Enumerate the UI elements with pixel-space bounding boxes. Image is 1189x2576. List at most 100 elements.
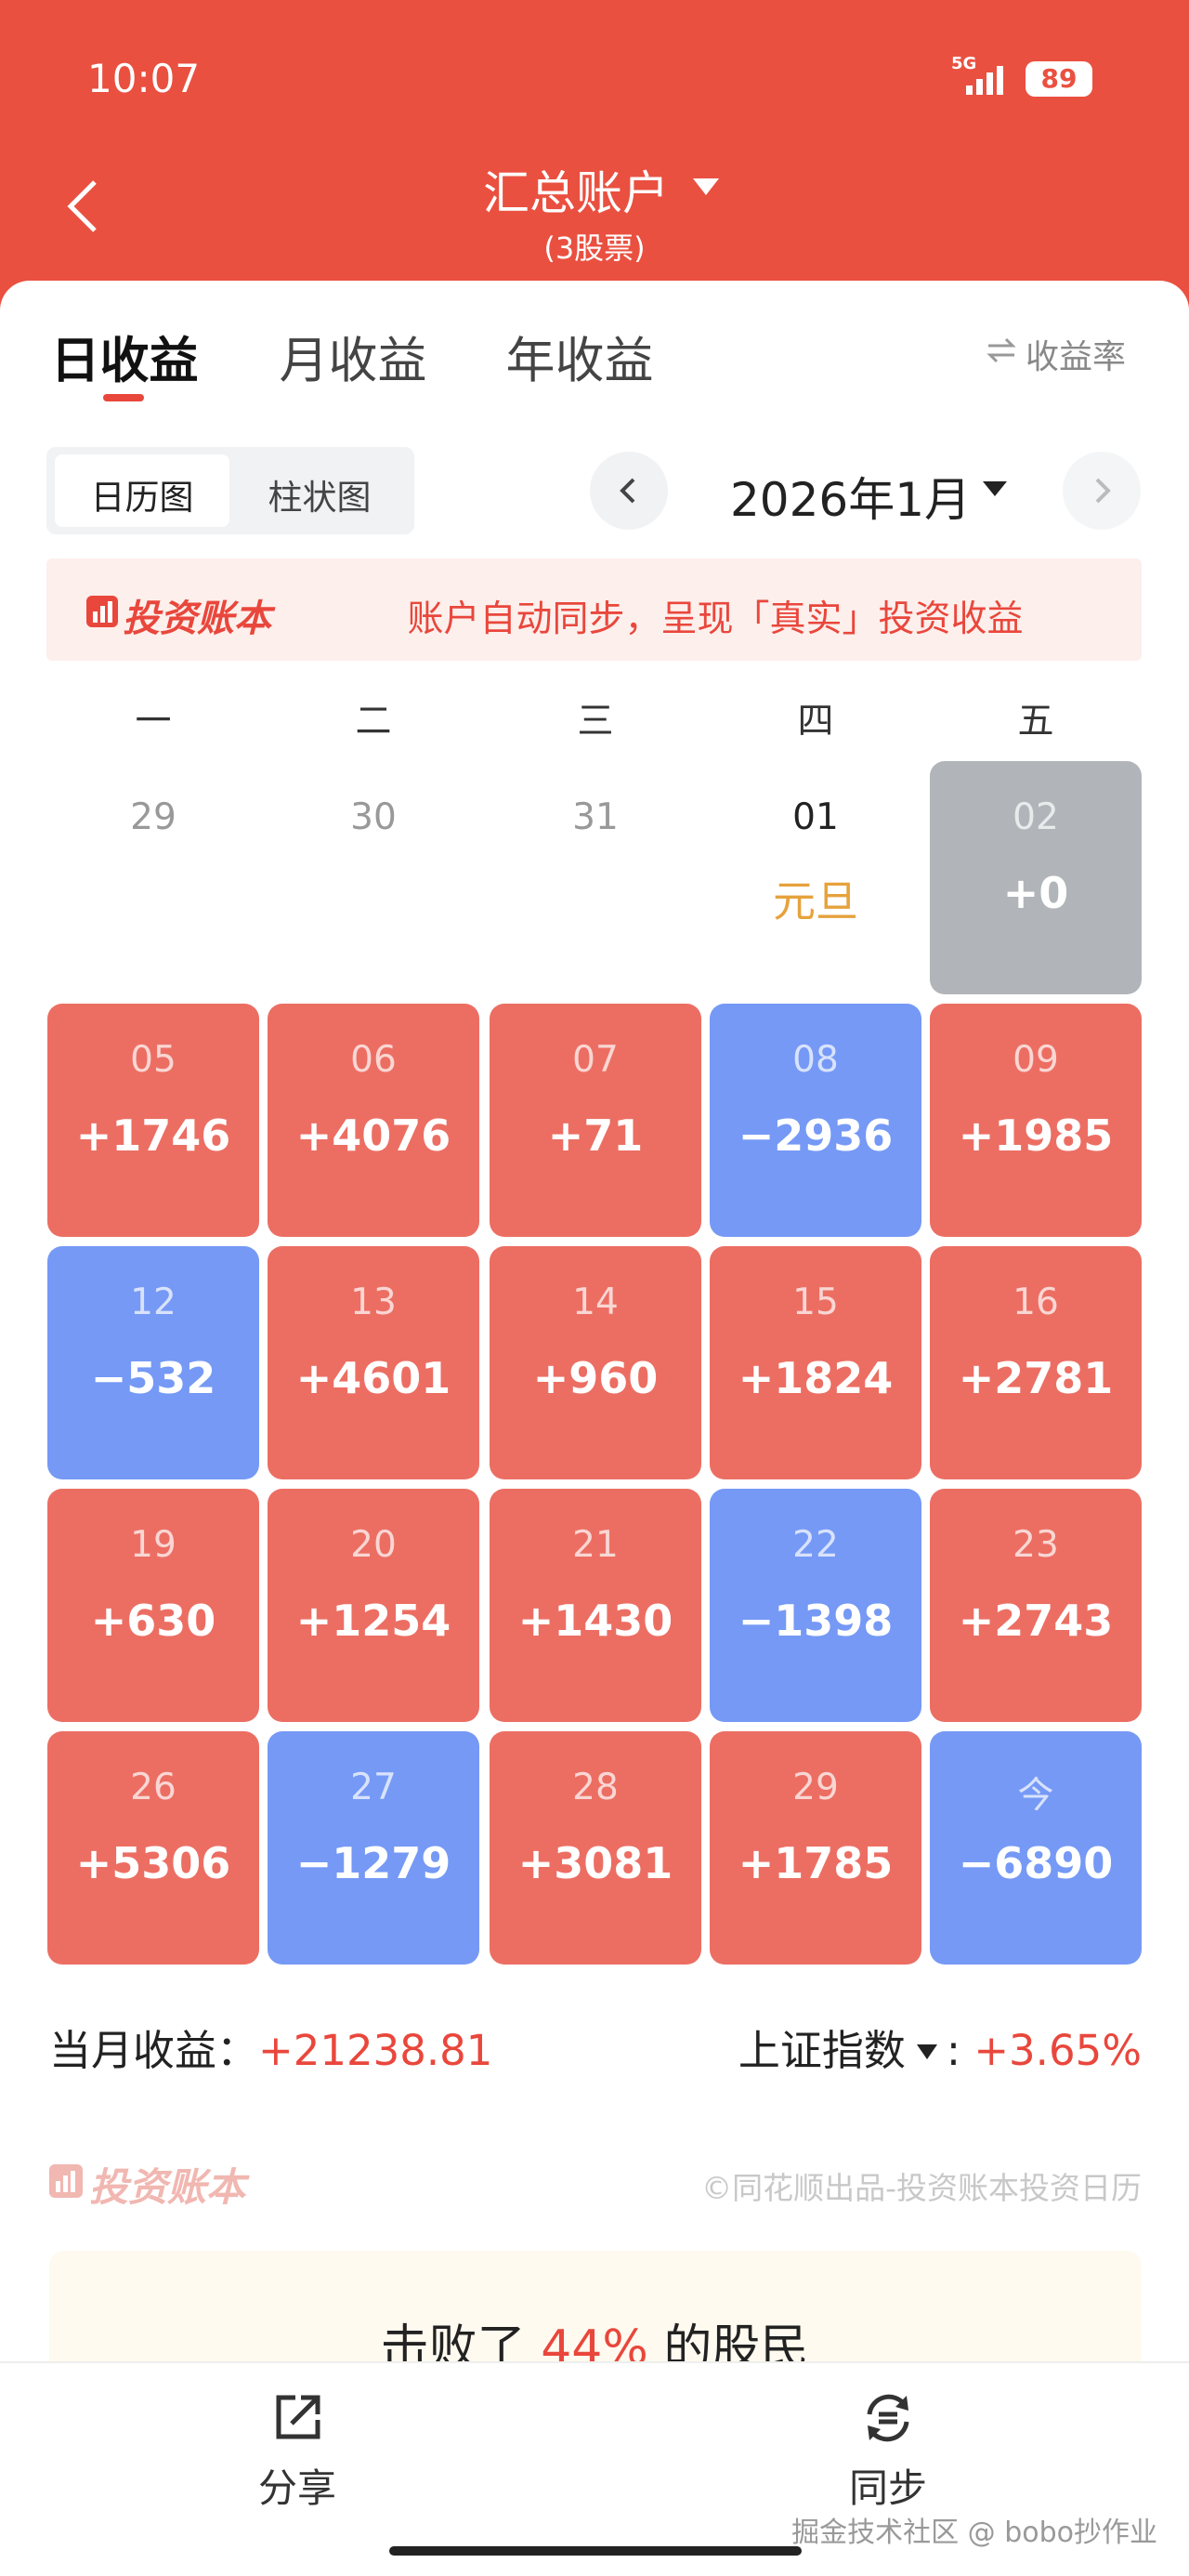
day-date: 12: [130, 1281, 176, 1323]
back-button[interactable]: [59, 177, 106, 236]
view-option[interactable]: 日历图: [90, 478, 194, 518]
summary-value: +21238.81: [258, 2026, 493, 2075]
swap-icon: [986, 337, 1016, 363]
month-dropdown: [983, 481, 1007, 496]
day-value: +1746: [75, 1111, 231, 1161]
day-cell[interactable]: 12 −532: [47, 1246, 259, 1479]
day-cell[interactable]: 19 +630: [47, 1489, 259, 1722]
day-cell[interactable]: 21 +1430: [490, 1489, 701, 1722]
day-date: 09: [1013, 1039, 1059, 1081]
day-date: 06: [350, 1039, 397, 1081]
home-indicator: [389, 2546, 802, 2556]
footer-credit: ©同花顺出品-投资账本投资日历: [701, 2170, 1142, 2206]
bottom-nav: [0, 2361, 1189, 2576]
day-cell[interactable]: 16 +2781: [930, 1246, 1142, 1479]
day-cell[interactable]: 20 +1254: [268, 1489, 479, 1722]
day-cell[interactable]: 28 +3081: [490, 1731, 701, 1965]
footer-brand-icon: [49, 2164, 83, 2198]
prev-month[interactable]: [589, 451, 669, 531]
day-cell[interactable]: 22 −1398: [710, 1489, 921, 1722]
network: 5G: [951, 54, 977, 73]
day-date: 01: [792, 796, 839, 838]
day-date: 27: [350, 1767, 397, 1808]
banner-brand: 投资账本: [123, 598, 271, 640]
view-option[interactable]: 柱状图: [268, 478, 372, 518]
next-month[interactable]: [1062, 451, 1142, 531]
day-date: 19: [130, 1524, 176, 1566]
day-date: 02: [1013, 796, 1059, 838]
day-date: 今: [1017, 1775, 1054, 1817]
day-cell[interactable]: 06 +4076: [268, 1004, 479, 1237]
status-time: 10:07: [87, 56, 201, 101]
day-cell[interactable]: 14 +960: [490, 1246, 701, 1479]
day-date: 29: [130, 796, 176, 838]
day-cell[interactable]: 29 +1785: [710, 1731, 921, 1965]
day-date: 20: [350, 1524, 397, 1566]
day-date: 22: [792, 1524, 839, 1566]
day-value: −1279: [295, 1838, 451, 1888]
day-cell[interactable]: 09 +1985: [930, 1004, 1142, 1237]
day-cell[interactable]: 29: [47, 761, 259, 994]
day-cell[interactable]: 02 +0: [930, 761, 1142, 994]
month-summary: 当月收益：+21238.81: [49, 2017, 492, 2077]
weekday: 三: [577, 701, 614, 743]
day-cell[interactable]: 27 −1279: [268, 1731, 479, 1965]
day-cell[interactable]: 30: [268, 761, 479, 994]
day-cell[interactable]: 23 +2743: [930, 1489, 1142, 1722]
index-dropdown: [916, 2044, 937, 2059]
day-date: 26: [130, 1767, 176, 1808]
day-date: 23: [1013, 1524, 1059, 1566]
tab[interactable]: 年收益: [505, 333, 654, 389]
tab-underline: [103, 394, 144, 401]
day-value: −1398: [738, 1596, 894, 1646]
rate-toggle[interactable]: 收益率: [1026, 338, 1127, 376]
day-date: 16: [1013, 1281, 1059, 1323]
sync-banner: [46, 559, 1142, 661]
brand-icon: [86, 596, 118, 627]
day-value: +5306: [75, 1838, 231, 1888]
day-cell[interactable]: 05 +1746: [47, 1004, 259, 1237]
summary-label: 当月收益：: [49, 2026, 259, 2075]
day-value: +2781: [958, 1353, 1114, 1403]
day-cell[interactable]: 13 +4601: [268, 1246, 479, 1479]
day-value: −6890: [958, 1838, 1114, 1888]
sync-icon[interactable]: [860, 2390, 916, 2446]
banner-text: 账户自动同步，呈现「真实」投资收益: [407, 598, 1024, 640]
day-value: +630: [90, 1596, 216, 1646]
day-cell[interactable]: 07 +71: [490, 1004, 701, 1237]
view-selected: [55, 454, 229, 527]
day-cell[interactable]: 今 −6890: [930, 1731, 1142, 1965]
day-date: 13: [350, 1281, 397, 1323]
day-value: +960: [532, 1353, 659, 1403]
weekday: 一: [135, 701, 172, 743]
day-value: +1785: [738, 1838, 894, 1888]
day-cell[interactable]: 08 −2936: [710, 1004, 921, 1237]
day-cell[interactable]: 15 +1824: [710, 1246, 921, 1479]
nav-label[interactable]: 同步: [848, 2465, 927, 2511]
day-value: −2936: [738, 1111, 894, 1161]
day-date: 31: [572, 796, 619, 838]
signal-icon: [966, 66, 1003, 95]
day-value: +71: [547, 1111, 644, 1161]
day-cell[interactable]: 26 +5306: [47, 1731, 259, 1965]
tab[interactable]: 月收益: [279, 333, 427, 389]
day-date: 07: [572, 1039, 619, 1081]
day-cell[interactable]: 01 元旦: [710, 761, 921, 994]
day-value: +1254: [295, 1596, 451, 1646]
day-date: 08: [792, 1039, 839, 1081]
day-cell[interactable]: 31: [490, 761, 701, 994]
account-subtitle: (3股票): [543, 230, 646, 266]
day-value: +0: [1002, 868, 1069, 918]
share-icon[interactable]: [271, 2390, 325, 2444]
nav-label[interactable]: 分享: [257, 2465, 336, 2511]
day-date: 05: [130, 1039, 176, 1081]
dropdown-icon: [693, 178, 719, 195]
index-value: +3.65%: [973, 2026, 1142, 2075]
watermark: 掘金技术社区 @ bobo抄作业: [791, 2517, 1157, 2549]
month-label[interactable]: 2026年1月: [730, 473, 972, 527]
account-title[interactable]: 汇总账户: [483, 166, 669, 220]
day-value: +1985: [958, 1111, 1114, 1161]
index-label[interactable]: 上证指数: [738, 2026, 906, 2075]
tab[interactable]: 日收益: [50, 333, 199, 389]
